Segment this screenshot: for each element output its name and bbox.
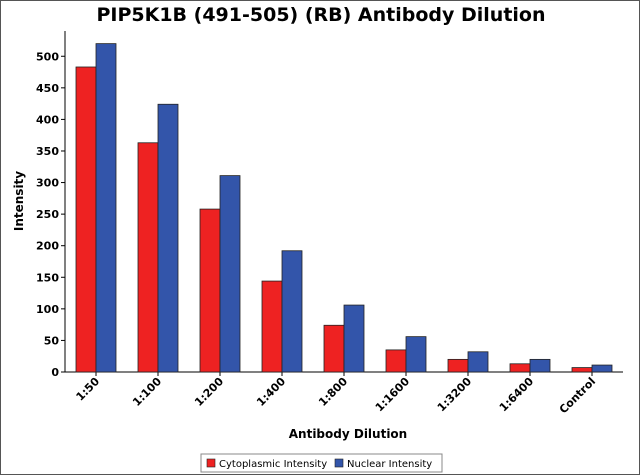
bars (75, 43, 613, 373)
legend-label: Cytoplasmic Intensity (219, 459, 327, 470)
bar (75, 66, 97, 373)
y-tick-label: 0 (51, 366, 59, 379)
x-axis: 1:50 1:100 1:200 1:400 1:800 1:1600 1:3200 1:64… (65, 371, 623, 416)
x-tick-label: 1:6400 (497, 375, 537, 415)
y-tick-label: 500 (36, 50, 59, 63)
x-tick-label: 1:200 (192, 375, 226, 409)
bar (405, 336, 427, 373)
x-tick-label: 1:3200 (435, 375, 475, 415)
x-tick-label: 1:50 (74, 375, 103, 404)
y-tick-label: 50 (44, 334, 60, 347)
x-tick-label: 1:400 (254, 375, 288, 409)
y-tick-label: 200 (36, 240, 59, 253)
bar (447, 358, 469, 373)
x-tick-label: 1:100 (130, 375, 164, 409)
legend: Cytoplasmic Intensity Nuclear Intensity (200, 453, 443, 473)
legend-label: Nuclear Intensity (347, 459, 432, 470)
bar (529, 358, 551, 373)
y-tick-label: 400 (36, 113, 59, 126)
bar (219, 175, 241, 373)
bar (199, 208, 221, 373)
legend-swatch (206, 458, 216, 468)
bar (261, 280, 283, 373)
bar (385, 349, 407, 373)
bar (467, 351, 489, 373)
chart-title: PIP5K1B (491-505) (RB) Antibody Dilution (96, 4, 545, 26)
y-axis: 0 50 100 150 200 250 300 350 400 450 500 (36, 31, 66, 379)
x-tick-label: Control (557, 375, 598, 416)
bar (137, 142, 159, 373)
x-tick-label: 1:1600 (373, 375, 413, 415)
bar (281, 250, 303, 373)
bar (157, 103, 179, 373)
bar (343, 304, 365, 373)
x-axis-title: Antibody Dilution (289, 427, 407, 441)
y-axis-title: Intensity (12, 171, 26, 231)
bar (95, 43, 117, 373)
x-tick-label: 1:800 (316, 375, 350, 409)
legend-box (200, 453, 443, 473)
bar (509, 363, 531, 373)
y-tick-label: 450 (36, 82, 59, 95)
y-tick-label: 300 (36, 177, 59, 190)
legend-swatch (334, 458, 344, 468)
y-tick-label: 250 (36, 208, 59, 221)
bar (591, 364, 613, 373)
y-tick-label: 150 (36, 271, 59, 284)
y-tick-label: 100 (36, 303, 59, 316)
y-tick-label: 350 (36, 145, 59, 158)
bar (571, 367, 593, 373)
bar (323, 324, 345, 373)
